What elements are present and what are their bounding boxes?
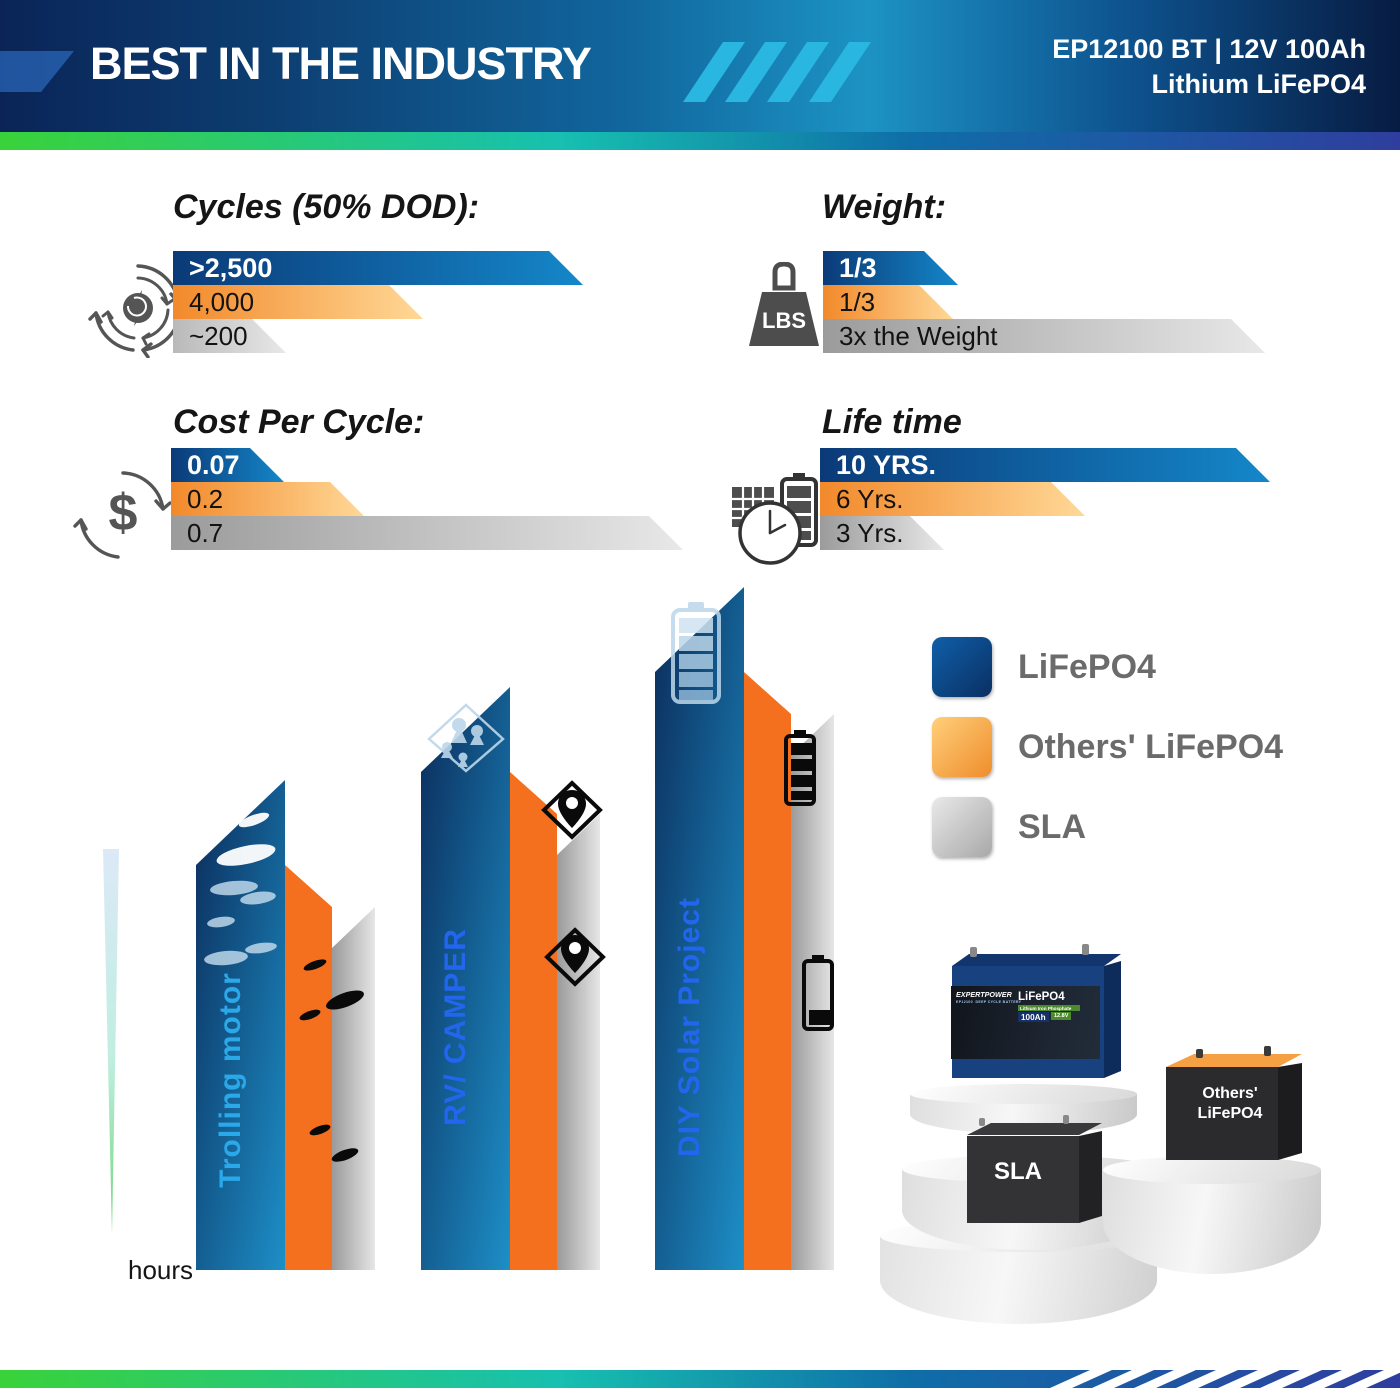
svg-text:LBS: LBS bbox=[762, 308, 806, 333]
svg-text:Trolling motor: Trolling motor bbox=[214, 972, 247, 1188]
svg-text:$: $ bbox=[109, 484, 138, 542]
svg-text:DIY Solar Project: DIY Solar Project bbox=[673, 897, 706, 1157]
svg-text:RV/ CAMPER: RV/ CAMPER bbox=[439, 928, 472, 1126]
